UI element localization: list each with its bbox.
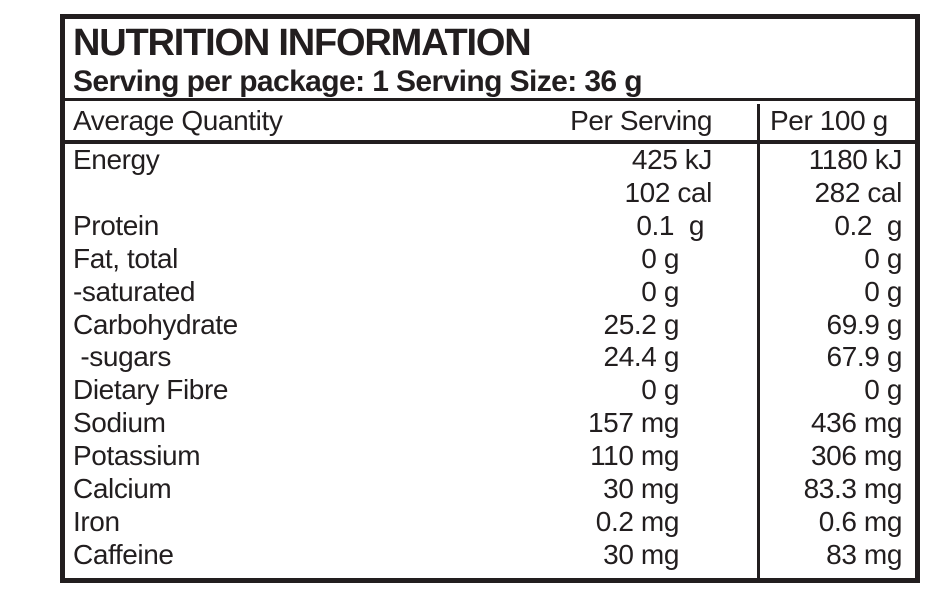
per-100g-value-cell: 306 mg [811, 440, 902, 472]
per-serving-value-cell: 0.1 g [636, 210, 704, 242]
nutrient-name-cell: Energy [73, 144, 160, 176]
table-row: -saturated 0 g 0 g [65, 275, 915, 308]
table-row: Fat, total 0 g 0 g [65, 243, 915, 276]
nutrition-label: NUTRITION INFORMATION Serving per packag… [60, 14, 920, 583]
per-serving-value-cell: 102 cal [624, 177, 713, 209]
table-row: -sugars 24.4 g 67.9 g [65, 341, 915, 374]
nutrient-name-cell: Protein [73, 210, 159, 242]
per-100g-value-cell: 0.2 g [834, 210, 902, 242]
per-serving-value-cell: 0 g [641, 275, 679, 307]
column-header-average-quantity: Average Quantity [73, 104, 283, 136]
per-100g-value-cell: 1180 kJ [808, 144, 903, 176]
table-row: Calcium 30 mg 83.3 mg [65, 472, 915, 505]
per-100g-value-cell: 67.9 g [826, 341, 903, 373]
nutrient-name-cell: Calcium [73, 472, 172, 504]
title-block: NUTRITION INFORMATION Serving per packag… [65, 19, 915, 101]
nutrient-name-cell: Fat, total [73, 242, 178, 274]
serving-info: Serving per package: 1 Serving Size: 36 … [73, 65, 643, 98]
nutrient-name-cell: -saturated [73, 275, 196, 307]
column-header-per-serving: Per Serving [570, 104, 712, 136]
nutrient-name-cell: Caffeine [73, 538, 174, 570]
per-serving-value-cell: 157 mg [588, 407, 679, 439]
column-divider [757, 104, 760, 578]
table-row: Protein 0.1 g 0.2 g [65, 210, 915, 243]
per-serving-value-cell: 425 kJ [631, 144, 713, 176]
per-100g-value-cell: 0 g [864, 275, 902, 307]
per-serving-value-cell: 30 mg [603, 538, 679, 570]
per-100g-value-cell: 83 mg [826, 538, 902, 570]
nutrient-name-cell: Carbohydrate [73, 308, 238, 340]
per-100g-value-cell: 0 g [864, 242, 902, 274]
nutrient-name-cell: Potassium [73, 440, 201, 472]
table-row: Iron 0.2 mg 0.6 mg [65, 505, 915, 538]
per-serving-value-cell: 25.2 g [603, 308, 680, 340]
per-serving-value-cell: 110 mg [590, 440, 679, 472]
per-100g-value-cell: 0 g [864, 374, 902, 406]
table-row: Dietary Fibre 0 g 0 g [65, 374, 915, 407]
nutrient-name-cell: -sugars [73, 341, 171, 373]
per-serving-value-cell: 0 g [641, 242, 679, 274]
nutrient-name-cell: Dietary Fibre [73, 374, 229, 406]
per-serving-value-cell: 0 g [641, 374, 679, 406]
table-row: Energy 425 kJ 1180 kJ [65, 144, 915, 177]
per-100g-value-cell: 69.9 g [826, 308, 903, 340]
page-title: NUTRITION INFORMATION [73, 22, 532, 64]
table-row: Sodium 157 mg 436 mg [65, 407, 915, 440]
per-serving-value-cell: 24.4 g [603, 341, 680, 373]
column-header-per-100g: Per 100 g [770, 104, 888, 136]
per-100g-value-cell: 0.6 mg [818, 505, 903, 537]
table-row: 102 cal 282 cal [65, 177, 915, 210]
nutrient-name-cell: Sodium [73, 407, 166, 439]
per-100g-value-cell: 282 cal [814, 177, 903, 209]
table-row: Carbohydrate 25.2 g 69.9 g [65, 308, 915, 341]
per-serving-value-cell: 0.2 mg [595, 505, 680, 537]
table-row: Caffeine 30 mg 83 mg [65, 538, 915, 571]
nutrient-name-cell: Iron [73, 505, 120, 537]
table-row: Potassium 110 mg 306 mg [65, 440, 915, 473]
per-serving-value-cell: 30 mg [603, 472, 679, 504]
table-header: Average Quantity Per Serving Per 100 g [65, 101, 915, 144]
per-100g-value-cell: 436 mg [811, 407, 902, 439]
per-100g-value-cell: 83.3 mg [803, 472, 903, 504]
table-body: Energy 425 kJ 1180 kJ 102 cal 282 cal Pr… [65, 144, 915, 571]
